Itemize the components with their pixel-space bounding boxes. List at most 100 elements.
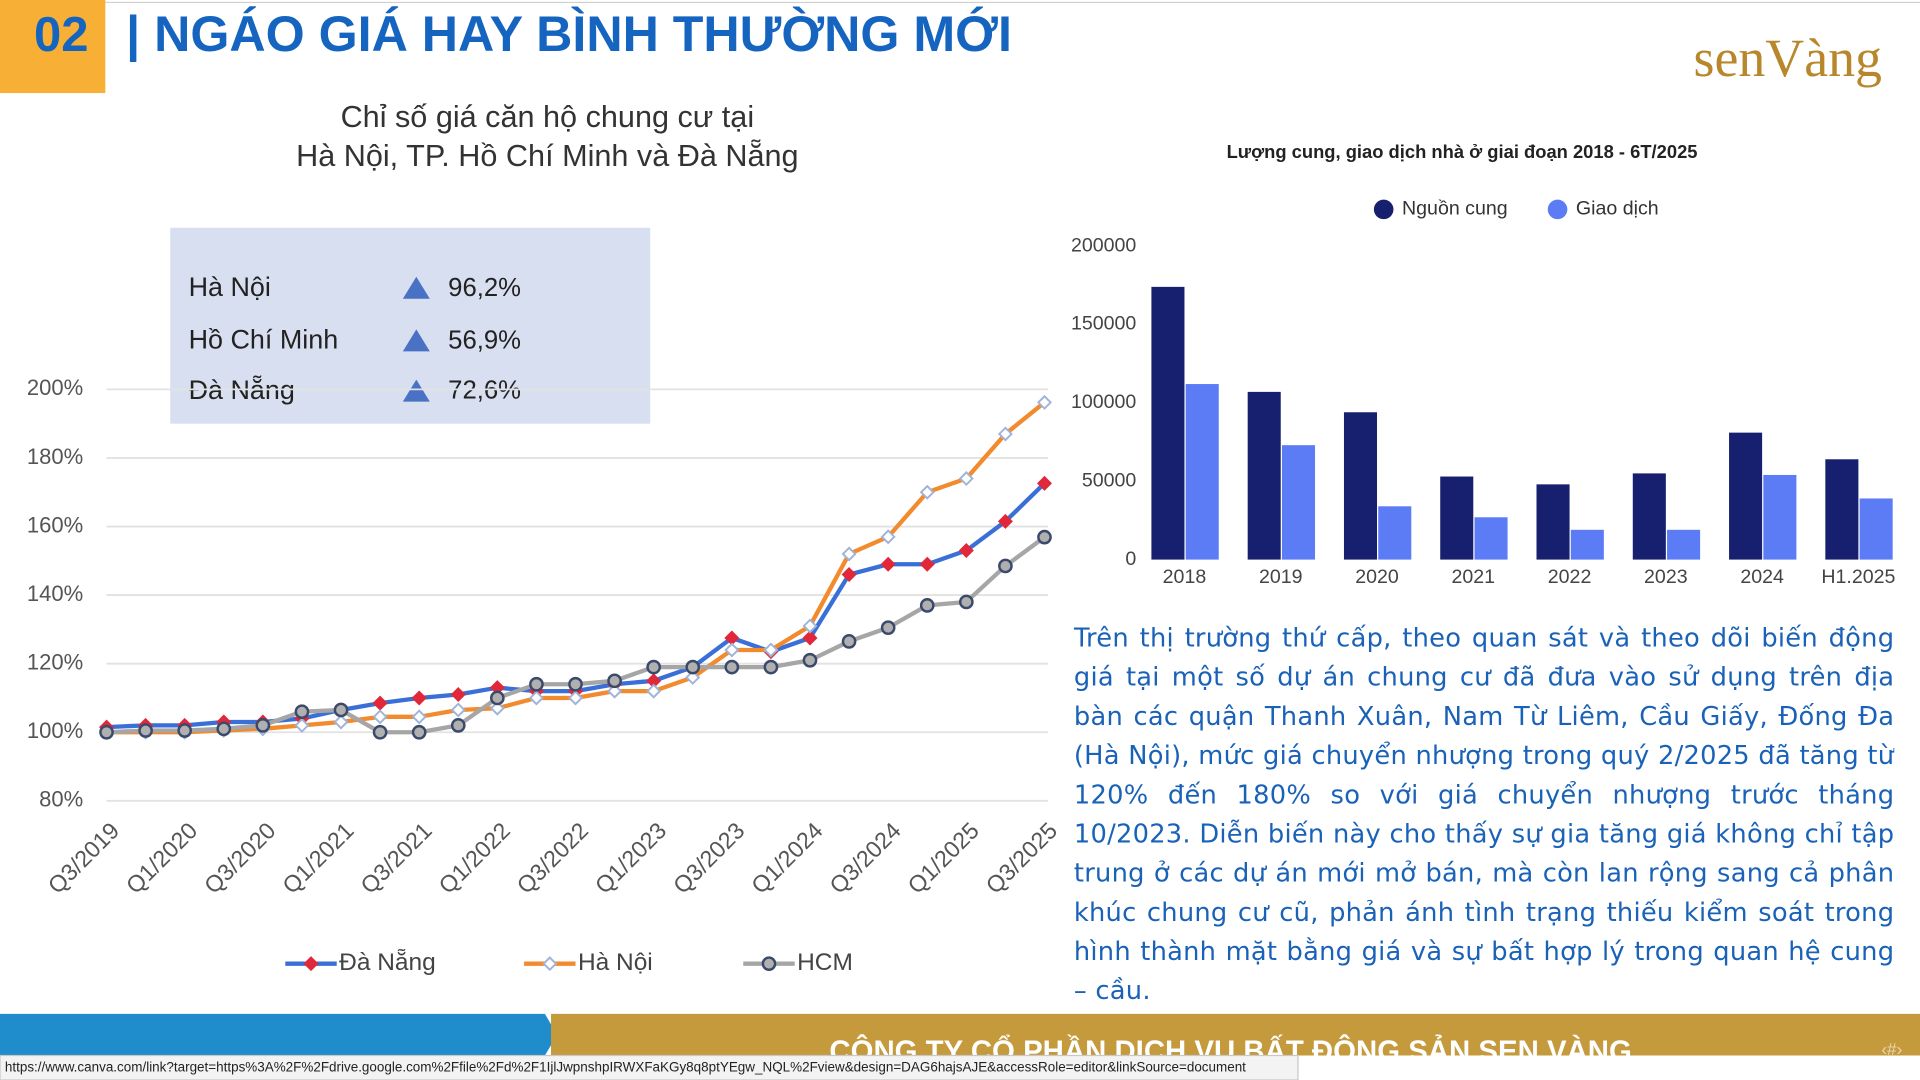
marker [216,721,232,737]
legend-label: Giao dịch [1576,198,1659,220]
paragraph-box: Trên thị trường thứ cấp, theo quan sát v… [1074,623,1894,1005]
marker [958,594,974,610]
chart-title: Chỉ số giá căn hộ chung cư tại [341,100,755,134]
bar [1570,529,1604,560]
x-tick-label: 2024 [1740,566,1784,588]
marker [761,956,777,972]
x-tick-label: Q1/2024 [746,817,828,899]
x-tick-label: 2019 [1259,566,1303,588]
bar [1185,384,1219,560]
x-tick-label: Q3/2019 [43,817,124,898]
bar [1474,517,1508,560]
x-tick-label: Q1/2021 [277,817,358,898]
x-tick-label: Q3/2023 [668,817,749,898]
bar [1632,473,1666,560]
x-tick-label: Q1/2023 [590,817,671,898]
marker [607,673,622,689]
marker [568,676,583,692]
marker [802,630,818,646]
marker [177,723,193,738]
page-number: ‹#› [1881,1039,1902,1059]
y-tick-label: 100000 [1071,391,1136,413]
x-tick-label: Q1/2022 [434,817,515,898]
x-tick-label: 2023 [1644,566,1688,588]
marker [802,618,818,634]
marker [724,642,740,658]
x-tick-label: 2020 [1355,566,1399,588]
y-tick-label: 160% [27,512,83,537]
marker [919,556,935,572]
marker [841,634,857,649]
summary-arrow [402,276,430,299]
marker [685,669,701,685]
x-tick-label: Q1/2020 [121,817,203,899]
summary-arrow [402,329,430,352]
bar [1825,459,1859,560]
marker [99,724,114,740]
legend-label: Đà Nẵng [339,948,436,976]
slide-title: | NGÁO GIÁ HAY BÌNH THƯỜNG MỚI [126,6,1012,63]
summary-label: Hồ Chí Minh [189,325,339,355]
bar [1536,484,1570,560]
x-tick-label: 2018 [1163,566,1207,588]
chart-title: Lượng cung, giao dịch nhà ở giai đoạn 20… [1227,141,1698,162]
bar [1763,474,1797,560]
marker [958,543,974,559]
marker [607,683,623,699]
marker [411,690,427,706]
marker [372,724,388,740]
marker [997,513,1013,529]
x-tick-label: Q3/2025 [981,817,1062,898]
chart-title: Hà Nội, TP. Hồ Chí Minh và Đà Nẵng [296,138,798,173]
marker [411,724,427,740]
number-badge [0,0,106,94]
bar [1440,476,1474,560]
legend-swatch [1547,199,1568,220]
status-url: https://www.canva.com/link?target=https%… [5,1059,1246,1074]
x-tick-label: H1.2025 [1821,566,1895,588]
marker [919,598,935,613]
y-tick-label: 150000 [1071,313,1136,335]
marker [333,702,349,718]
marker [724,659,740,675]
legend-label: Hà Nội [578,949,653,976]
x-tick-label: Q3/2021 [355,817,436,898]
summary-value: 72,6% [448,377,521,405]
marker [489,690,505,706]
marker [841,546,857,562]
marker [255,718,271,733]
y-tick-label: 140% [27,581,83,606]
marker [450,702,466,718]
y-tick-label: 120% [27,650,83,675]
bar [1343,412,1378,560]
footer-blue [0,1013,558,1056]
marker [568,690,584,706]
marker [646,659,662,675]
marker [1036,475,1052,491]
bar [1378,506,1412,560]
marker [372,695,388,711]
summary-arrow [402,379,430,402]
marker [138,723,153,738]
marker [542,956,558,972]
y-tick-label: 0 [1125,548,1136,570]
y-tick-label: 100% [27,718,83,743]
marker [880,529,896,545]
summary-value: 56,9% [448,326,521,354]
marker [763,659,779,675]
marker [294,717,310,733]
x-tick-label: Q3/2022 [512,817,593,898]
bar [1151,286,1185,560]
marker [333,714,349,730]
marker [997,426,1013,442]
bar [1667,529,1701,560]
status-bar [0,1054,1299,1080]
marker [528,690,544,706]
marker [489,700,505,716]
marker [1037,529,1052,545]
summary-value: 96,2% [448,274,521,302]
legend-swatch [1373,199,1394,220]
x-tick-label: Q3/2020 [199,817,281,899]
marker [372,709,388,725]
